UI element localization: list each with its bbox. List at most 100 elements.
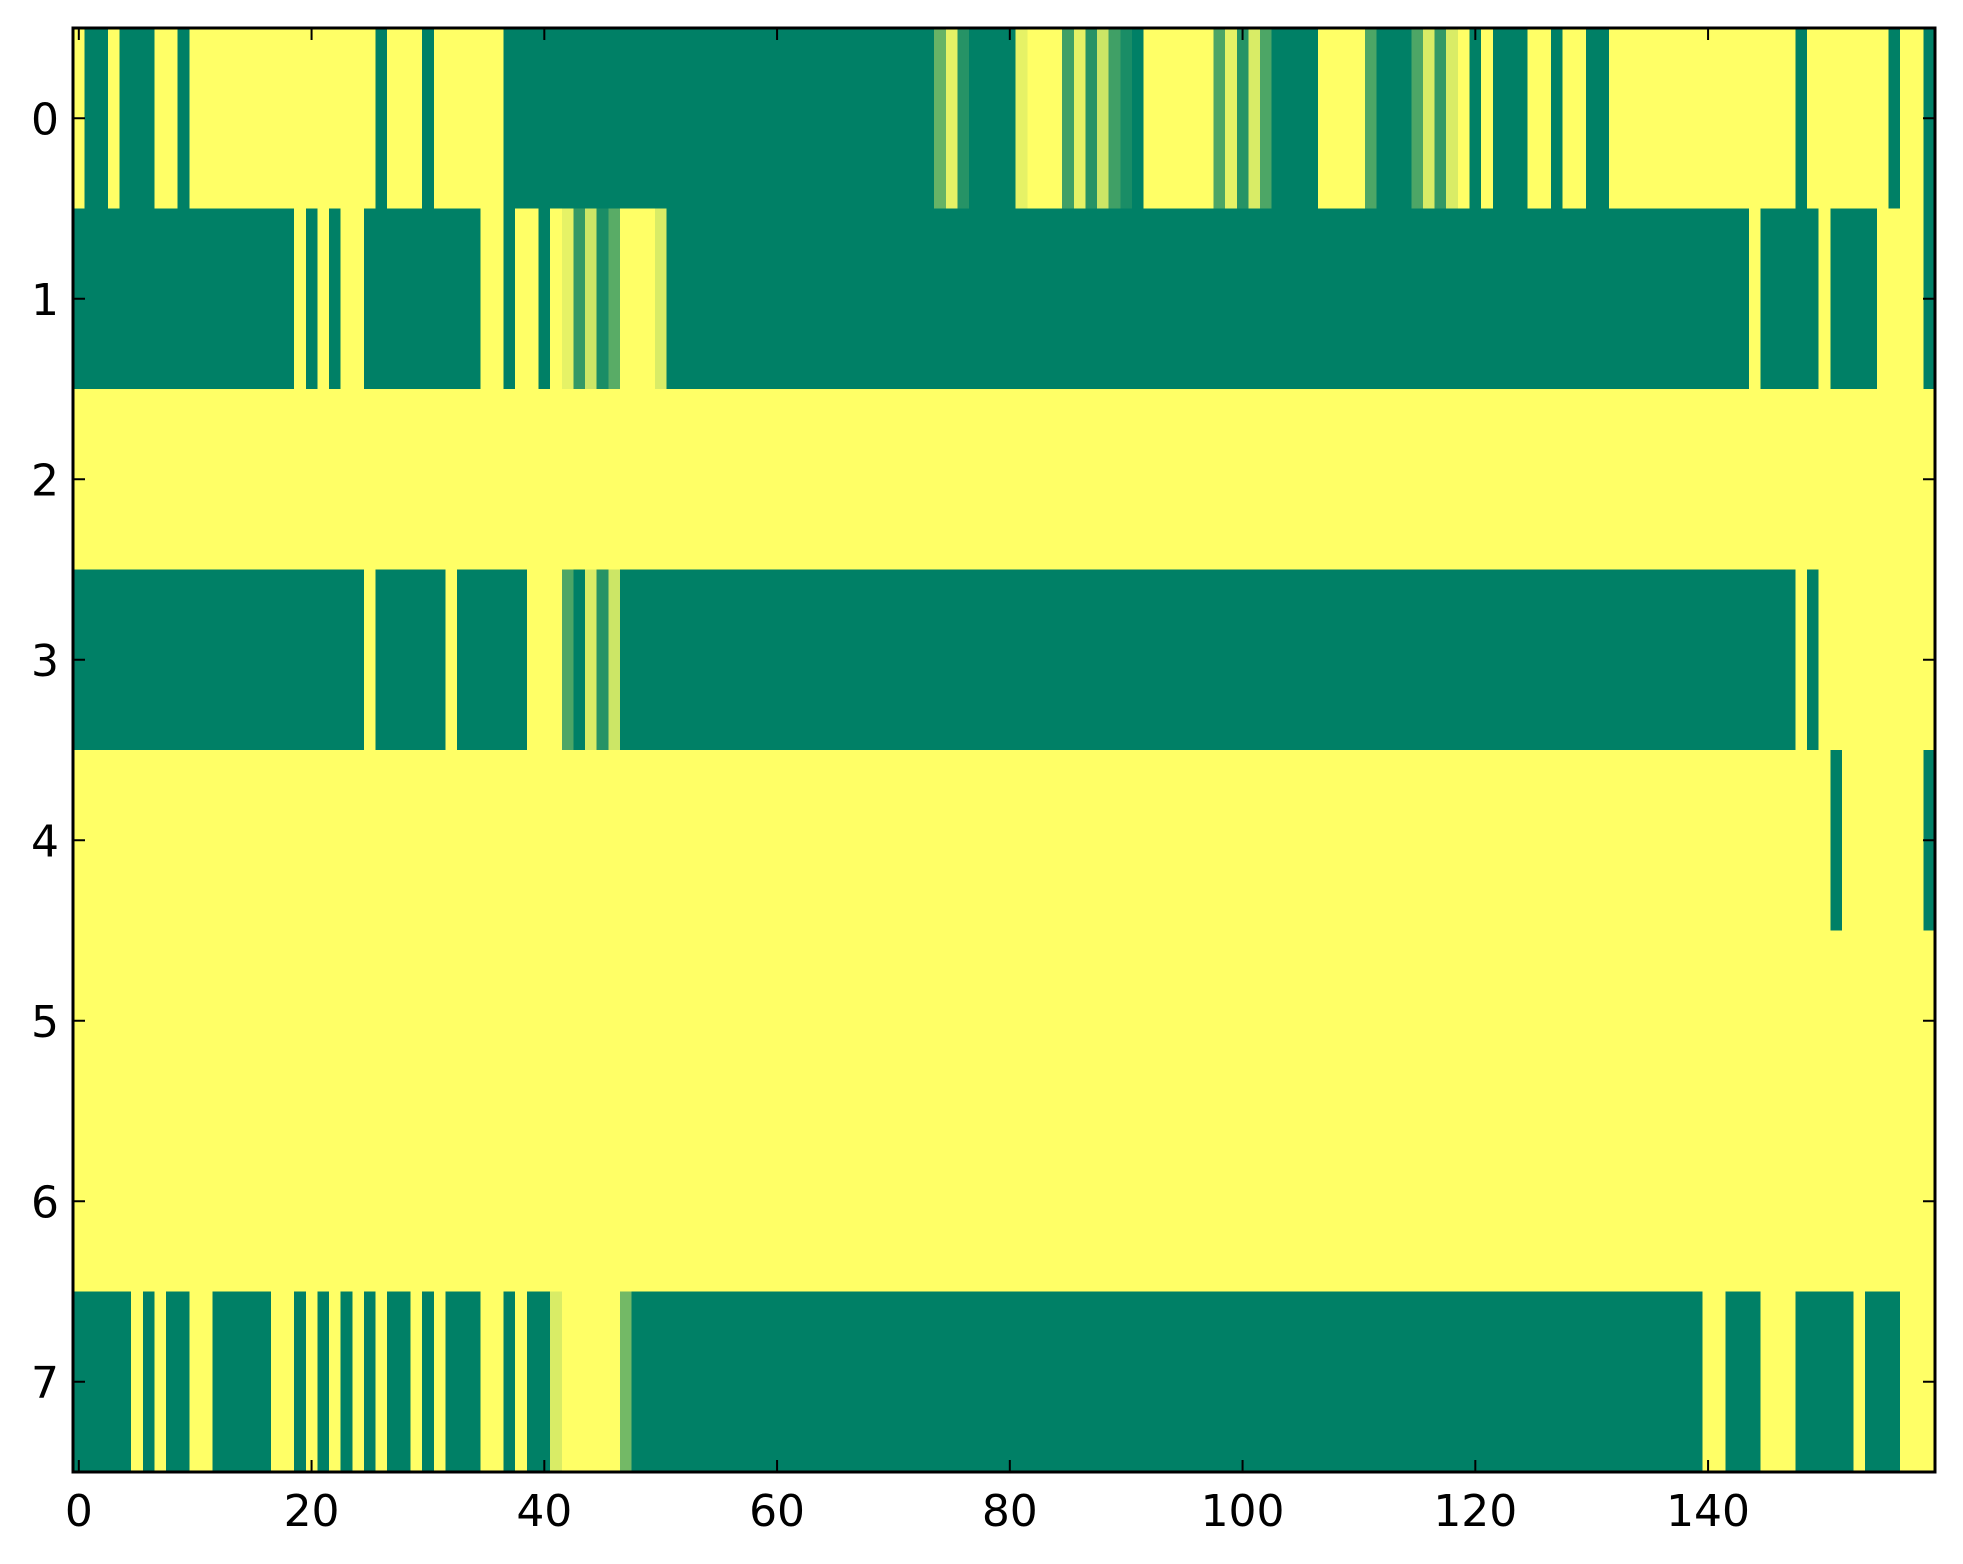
heatmap-cell-row0-seg1 (119, 28, 155, 209)
heatmap-cell-row0-seg24 (1364, 28, 1377, 209)
heatmap-cell-row3-seg7 (608, 569, 620, 750)
heatmap-cell-row1-seg7 (573, 208, 586, 389)
heatmap-cell-row0-seg13 (1085, 28, 1098, 209)
x-tick-label-40: 40 (516, 1486, 572, 1537)
axis-ticks (73, 28, 1935, 1472)
heatmap-cell-row0-seg2 (177, 28, 190, 209)
heatmap-cell-row1-seg3 (363, 208, 481, 389)
heatmap-cell-row1-seg9 (596, 208, 609, 389)
heatmap-cell-row0-seg35 (1888, 28, 1901, 209)
heatmap-cell-row1-seg10 (608, 208, 620, 389)
plot-frame (71, 26, 1937, 1474)
heatmap-cell-row3-seg1 (375, 569, 446, 750)
heatmap-cell-row0-seg33 (1585, 28, 1610, 209)
heatmap-cell-row0-seg32 (1550, 28, 1563, 209)
heatmap-cell-row7-seg7 (363, 1291, 376, 1472)
heatmap-cell-row1-seg6 (561, 208, 574, 389)
heatmap-cell-row7-seg17 (1725, 1291, 1761, 1472)
heatmap-cell-row0-seg11 (1062, 28, 1074, 209)
y-tick-label-4: 4 (31, 816, 59, 867)
heatmap-cell-row7-seg8 (387, 1291, 411, 1472)
heatmap-cell-row0-seg23 (1271, 28, 1319, 209)
heatmap-cell-row7-seg6 (340, 1291, 353, 1472)
x-tick-labels: 0 20 40 60 80 100 120 140 (65, 1486, 1750, 1537)
heatmap-cell-row0-seg7 (945, 28, 958, 209)
heatmap-cell-row0-seg8 (957, 28, 970, 209)
y-tick-labels: 0 1 2 3 4 5 6 7 (31, 94, 59, 1409)
heatmap-cell-row0-seg5 (503, 28, 935, 209)
heatmap-cell-row3-seg2 (457, 569, 527, 750)
heatmap-cell-row0-seg9 (969, 28, 1016, 209)
heatmap-cell-row0-seg21 (1248, 28, 1261, 209)
y-tick-label-6: 6 (31, 1177, 59, 1228)
heatmap-cell-row0-seg22 (1260, 28, 1272, 209)
heatmap-cell-row0-seg14 (1097, 28, 1109, 209)
heatmap-cell-row0-seg20 (1236, 28, 1249, 209)
heatmap-cell-row7-seg11 (503, 1291, 516, 1472)
heatmap-cell-row1-seg13 (1760, 208, 1819, 389)
x-tick-label-20: 20 (284, 1486, 340, 1537)
y-tick-label-7: 7 (31, 1358, 59, 1409)
heatmap-row-5 (73, 930, 1935, 1111)
y-tick-label-3: 3 (31, 636, 59, 687)
heatmap-cell-row7-seg4 (294, 1291, 306, 1472)
heatmap-cell-row3-seg3 (561, 569, 574, 750)
x-tick-label-100: 100 (1201, 1486, 1285, 1537)
heatmap-cell-row3-seg9 (1806, 569, 1819, 750)
heatmap-cell-row3-seg6 (596, 569, 609, 750)
heatmap-cell-row1-seg2 (329, 208, 341, 389)
heatmap-cell-row0-seg0 (84, 28, 108, 209)
heatmap-row-2 (73, 389, 1935, 570)
heatmap-cell-row7-seg3 (212, 1291, 271, 1472)
heatmap-cell-row7-seg16 (1644, 1291, 1703, 1472)
heatmap-cell-row7-seg2 (166, 1291, 190, 1472)
y-tick-label-0: 0 (31, 94, 59, 145)
heatmap-cell-row0-seg4 (422, 28, 434, 209)
heatmap-cell-row3-seg5 (585, 569, 597, 750)
heatmap-cell-row7-seg10 (445, 1291, 481, 1472)
heatmap-cell-row1-seg5 (538, 208, 551, 389)
heatmap-cell-row1-seg0 (73, 208, 295, 389)
heatmap-cell-row0-seg28 (1434, 28, 1447, 209)
y-tick-label-1: 1 (31, 275, 59, 326)
heatmap-cell-row0-seg26 (1411, 28, 1423, 209)
heatmap-cell-row0-seg25 (1376, 28, 1412, 209)
heatmap-cell-row1-seg4 (503, 208, 516, 389)
heatmap-cell-row0-seg27 (1422, 28, 1435, 209)
heatmap-row-4 (73, 750, 1935, 931)
x-tick-label-80: 80 (982, 1486, 1038, 1537)
heatmap-cell-row1-seg8 (585, 208, 597, 389)
heatmap-cell-row7-seg1 (142, 1291, 155, 1472)
heatmap-cell-row0-seg16 (1120, 28, 1133, 209)
x-tick-label-60: 60 (749, 1486, 805, 1537)
y-tick-label-2: 2 (31, 455, 59, 506)
x-tick-label-0: 0 (65, 1486, 93, 1537)
heatmap-cell-row1-seg12 (666, 208, 1749, 389)
heatmap-cell-row0-seg31 (1492, 28, 1528, 209)
heatmap-cell-row7-seg15 (631, 1291, 1645, 1472)
heatmap-cell-row7-seg19 (1865, 1291, 1901, 1472)
heatmap-cell-row3-seg4 (573, 569, 586, 750)
x-tick-label-140: 140 (1666, 1486, 1750, 1537)
heatmap-cell-row7-seg14 (619, 1291, 632, 1472)
heatmap-cell-row1-seg1 (305, 208, 318, 389)
heatmap-cell-row0-seg12 (1073, 28, 1086, 209)
heatmap-cell-row0-seg19 (1225, 28, 1237, 209)
heatmap-cells (73, 28, 1935, 1472)
heatmap-cell-row0-seg29 (1446, 28, 1458, 209)
heatmap-cell-row1-seg11 (654, 208, 667, 389)
heatmap-cell-row0-seg34 (1795, 28, 1807, 209)
heatmap-row-6 (73, 1111, 1935, 1292)
heatmap-cell-row1-seg14 (1830, 208, 1877, 389)
heatmap-cell-row7-seg12 (526, 1291, 551, 1472)
y-tick-label-5: 5 (31, 997, 59, 1048)
heatmap-cell-row0-seg3 (375, 28, 388, 209)
heatmap-cell-row4-seg0 (1830, 750, 1842, 931)
heatmap-cell-row7-seg5 (317, 1291, 330, 1472)
heatmap-cell-row0-seg10 (1015, 28, 1028, 209)
heatmap-cell-row3-seg0 (73, 569, 364, 750)
heatmap-cell-row7-seg13 (550, 1291, 562, 1472)
heatmap-cell-row0-seg6 (934, 28, 946, 209)
heatmap-cell-row7-seg18 (1795, 1291, 1854, 1472)
